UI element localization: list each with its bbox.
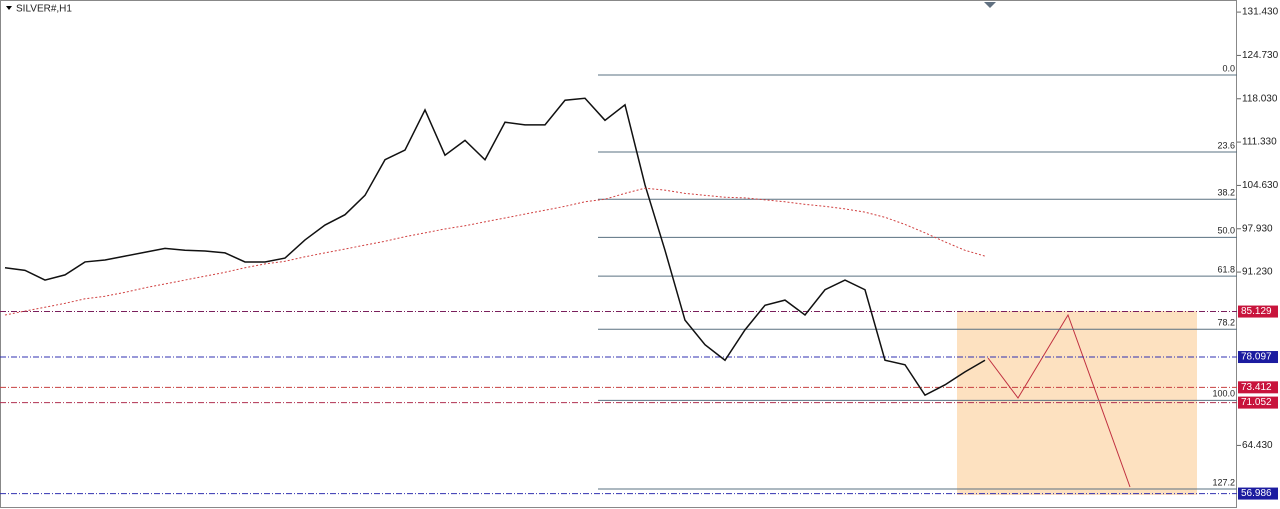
fib-label: 0.0 [1222, 63, 1235, 73]
y-tick-label: 131.430 [1242, 7, 1279, 18]
y-tick-label: 118.030 [1242, 93, 1278, 104]
fib-label: 78.2 [1217, 318, 1235, 328]
fib-label: 23.6 [1217, 140, 1235, 150]
level-label: 71.052 [1241, 397, 1272, 408]
projection-path [987, 313, 1131, 488]
fib-label: 127.2 [1212, 477, 1235, 487]
fib-label: 100.0 [1212, 389, 1235, 399]
level-label-bg [1238, 396, 1278, 409]
chart-title: SILVER#,H1 [16, 4, 72, 15]
level-label: 56.986 [1241, 488, 1272, 499]
fib-label: 38.2 [1217, 188, 1235, 198]
level-label-bg [1238, 305, 1278, 318]
level-label: 73.412 [1241, 382, 1272, 393]
level-label-bg [1238, 351, 1278, 364]
y-tick-label: 104.630 [1242, 180, 1279, 191]
level-label-bg [1238, 381, 1278, 394]
series-line [4, 97, 986, 397]
level-label-bg [1238, 487, 1278, 500]
level-label: 85.129 [1241, 306, 1272, 317]
y-tick-label: 111.330 [1242, 137, 1277, 148]
menu-arrow [6, 6, 12, 10]
y-tick-label: 97.930 [1242, 223, 1273, 234]
level-label: 78.097 [1241, 352, 1272, 363]
y-tick-label: 124.730 [1242, 50, 1279, 61]
scroll-marker [984, 2, 996, 8]
fib-label: 61.8 [1217, 265, 1235, 275]
fib-label: 50.0 [1217, 226, 1235, 236]
y-tick-label: 64.430 [1242, 440, 1273, 451]
y-tick-label: 91.230 [1242, 267, 1273, 278]
